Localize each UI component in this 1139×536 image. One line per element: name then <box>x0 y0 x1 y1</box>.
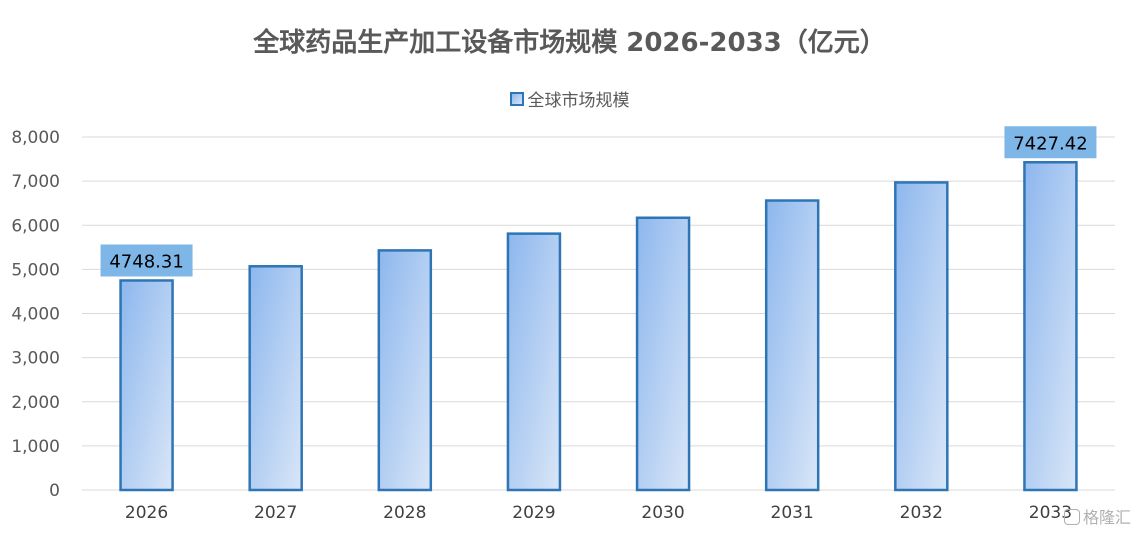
legend-swatch <box>509 91 524 106</box>
y-tick-label: 0 <box>49 481 60 501</box>
x-tick-label: 2028 <box>383 503 426 523</box>
legend: 全球市场规模 <box>0 86 1139 111</box>
data-label-box <box>100 244 193 277</box>
data-label-box <box>1004 126 1097 159</box>
x-tick-label: 2033 <box>1029 503 1072 523</box>
x-tick-label: 2026 <box>125 503 168 523</box>
bar <box>635 216 691 492</box>
legend-label: 全球市场规模 <box>527 91 630 111</box>
y-tick-label: 3,000 <box>11 349 60 369</box>
x-tick-label: 2029 <box>512 503 555 523</box>
bar <box>248 265 303 492</box>
data-label: 7427.42 <box>1013 133 1087 154</box>
watermark-text: 格隆汇 <box>1082 508 1131 527</box>
x-tick-label: 2032 <box>900 503 943 523</box>
y-tick-label: 8,000 <box>11 128 60 148</box>
bar <box>1023 161 1078 492</box>
x-tick-label: 2030 <box>641 503 684 523</box>
watermark: 格隆汇 <box>1063 504 1131 528</box>
bar <box>119 279 174 492</box>
y-tick-label: 2,000 <box>11 393 60 413</box>
y-tick-label: 6,000 <box>11 216 60 236</box>
x-tick-label: 2031 <box>771 503 814 523</box>
bar <box>894 181 949 492</box>
y-tick-label: 7,000 <box>11 172 60 192</box>
y-tick-label: 1,000 <box>11 437 60 457</box>
y-tick-label: 5,000 <box>11 260 60 280</box>
gelonghui-logo-icon <box>1063 509 1080 525</box>
bar <box>377 249 433 492</box>
data-label: 4748.31 <box>109 251 183 272</box>
bar <box>506 232 562 492</box>
x-tick-label: 2027 <box>254 503 297 523</box>
chart-title: 全球药品生产加工设备市场规模 2026-2033（亿元） <box>253 28 886 58</box>
y-tick-label: 4,000 <box>11 305 60 325</box>
bar <box>764 199 820 492</box>
